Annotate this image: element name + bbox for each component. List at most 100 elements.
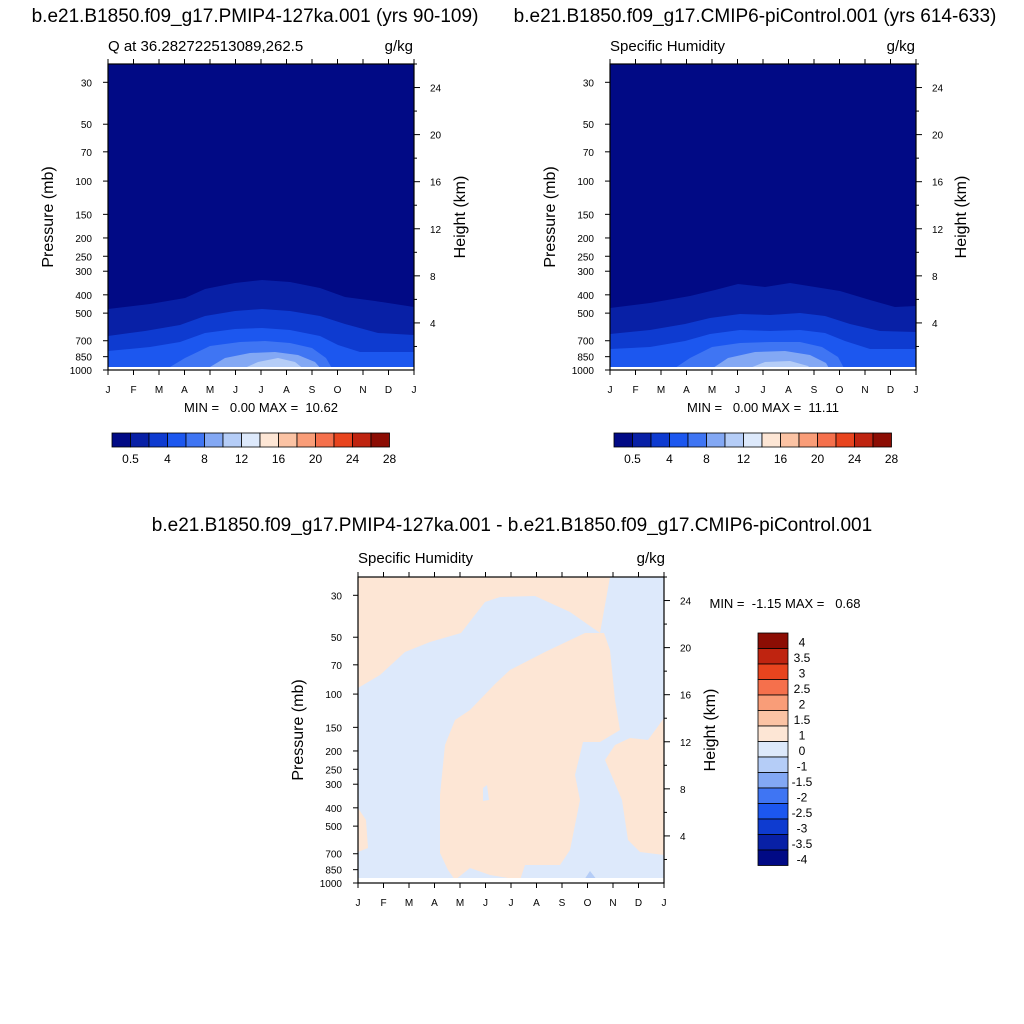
pressure-tick-label: 500 <box>75 309 92 320</box>
colorbar-swatch <box>185 432 205 448</box>
month-tick-label: N <box>359 385 366 396</box>
colorbar-swatch <box>757 710 789 727</box>
month-tick-label: D <box>635 898 642 909</box>
colorbar-swatch <box>148 432 168 448</box>
month-tick-label: A <box>683 385 690 396</box>
pressure-axis: 30 50 70 100 150 200 250 300 400 500 700 850 1000 <box>320 591 358 890</box>
month-tick-label: F <box>632 385 638 396</box>
colorbar: 0.5 4 8 12 16 20 24 28 <box>613 432 898 466</box>
colorbar-label: 2.5 <box>794 682 811 696</box>
colorbar-swatch <box>757 679 789 696</box>
height-tick-label: 4 <box>932 319 938 330</box>
height-tick-label: 8 <box>680 785 686 796</box>
month-tick-label: J <box>483 898 488 909</box>
colorbar-swatch <box>757 803 789 820</box>
y-axis-label: Pressure (mb) <box>542 166 559 267</box>
height-tick-label: 20 <box>680 644 692 655</box>
colorbar-swatch <box>333 432 353 448</box>
month-tick-label: J <box>914 385 919 396</box>
colorbar-swatch <box>241 432 261 448</box>
month-tick-label: D <box>887 385 894 396</box>
panel-title: b.e21.B1850.f09_g17.CMIP6-piControl.001 … <box>514 6 997 27</box>
colorbar: 0.5 4 8 12 16 20 24 28 <box>111 432 397 466</box>
min-max-stats: MIN = 0.00 MAX = 11.11 <box>687 400 839 415</box>
pressure-tick-label: 150 <box>577 210 594 221</box>
colorbar-swatch <box>757 725 789 742</box>
pressure-tick-label: 850 <box>325 866 342 877</box>
month-tick-label: A <box>431 898 438 909</box>
contour-fill-level-0-to-1 <box>358 808 368 852</box>
pressure-tick-label: 850 <box>577 353 594 364</box>
pressure-tick-label: 500 <box>577 309 594 320</box>
height-axis: 24 20 16 12 8 4 <box>916 63 944 347</box>
month-tick-label: A <box>181 385 188 396</box>
contour-field <box>108 64 414 370</box>
colorbar-swatch <box>724 432 744 448</box>
pressure-tick-label: 250 <box>325 765 342 776</box>
pressure-tick-label: 400 <box>325 804 342 815</box>
month-tick-label: J <box>608 385 613 396</box>
month-tick-label: J <box>356 898 361 909</box>
colorbar-swatch <box>167 432 187 448</box>
surface-mask <box>358 878 664 883</box>
panel-left-label: Specific Humidity <box>610 38 726 55</box>
height-tick-label: 4 <box>680 832 686 843</box>
pressure-tick-label: 200 <box>577 234 594 245</box>
panel-left-label: Q at 36.282722513089,262.5 <box>108 38 303 55</box>
colorbar-label: 3.5 <box>794 651 811 665</box>
colorbar-label: 28 <box>383 452 397 466</box>
colorbar-label: -1.5 <box>792 775 813 789</box>
month-tick-label: F <box>130 385 136 396</box>
panel-pmip4: b.e21.B1850.f09_g17.PMIP4-127ka.001 (yrs… <box>32 6 479 466</box>
pressure-tick-label: 700 <box>325 850 342 861</box>
month-tick-label: O <box>334 385 342 396</box>
panel-units-label: g/kg <box>385 38 413 55</box>
pressure-tick-label: 50 <box>331 633 343 644</box>
pressure-tick-label: 300 <box>325 780 342 791</box>
y-axis-label: Pressure (mb) <box>40 166 57 267</box>
colorbar-label: -2.5 <box>792 806 813 820</box>
month-tick-label: J <box>662 898 667 909</box>
colorbar-swatch <box>204 432 224 448</box>
colorbar-swatch <box>854 432 874 448</box>
pressure-tick-label: 850 <box>75 353 92 364</box>
pressure-tick-label: 400 <box>577 291 594 302</box>
pressure-tick-label: 300 <box>577 267 594 278</box>
colorbar-label: 20 <box>309 452 323 466</box>
contour-field <box>610 64 916 370</box>
colorbar-label: 1 <box>799 729 806 743</box>
contour-fill-level-0-to-minus1 <box>483 785 489 801</box>
y-axis-right-label: Height (km) <box>953 176 970 259</box>
height-tick-label: 8 <box>430 272 436 283</box>
colorbar-swatch <box>613 432 633 448</box>
colorbar-swatch <box>835 432 855 448</box>
colorbar-swatch <box>757 787 789 804</box>
colorbar-swatch <box>352 432 372 448</box>
month-tick-label: M <box>155 385 163 396</box>
colorbar-label: 4 <box>666 452 673 466</box>
month-tick-label: A <box>533 898 540 909</box>
height-tick-label: 8 <box>932 272 938 283</box>
height-tick-label: 20 <box>932 131 944 142</box>
surface-mask <box>108 367 414 370</box>
height-tick-label: 16 <box>680 691 692 702</box>
month-tick-label: J <box>233 385 238 396</box>
colorbar-label: 24 <box>346 452 360 466</box>
contour-fill-level-minus1-to-minus1p5 <box>584 871 597 880</box>
pressure-tick-label: 1000 <box>70 366 93 377</box>
colorbar-swatch <box>296 432 316 448</box>
month-tick-label: J <box>509 898 514 909</box>
colorbar-swatch <box>757 648 789 665</box>
month-tick-label: M <box>405 898 413 909</box>
colorbar-swatch <box>743 432 763 448</box>
month-tick-label: O <box>584 898 592 909</box>
colorbar-swatch <box>687 432 707 448</box>
month-tick-label: O <box>836 385 844 396</box>
month-tick-label: A <box>785 385 792 396</box>
colorbar-swatch <box>757 632 789 649</box>
colorbar-label: 8 <box>201 452 208 466</box>
colorbar: 43.5 32.5 21.5 10 -1-1.5 -2-2.5 -3-3.5 -4 <box>757 632 813 867</box>
panel-units-label: g/kg <box>887 38 915 55</box>
pressure-tick-label: 700 <box>75 337 92 348</box>
